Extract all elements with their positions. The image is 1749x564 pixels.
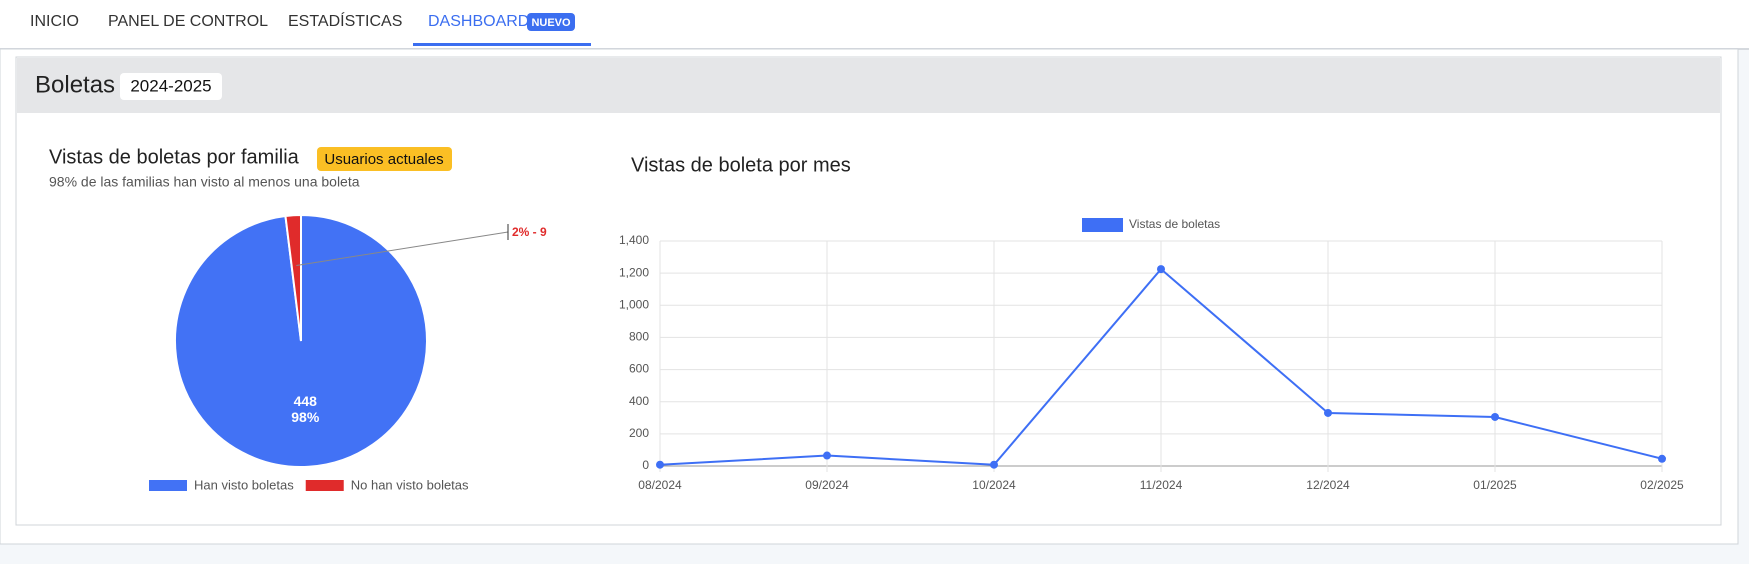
nav-item[interactable]: PANEL DE CONTROL	[108, 13, 268, 30]
y-tick-label: 0	[642, 458, 649, 472]
x-tick-label: 10/2024	[972, 478, 1016, 492]
nav-badge: NUEVO	[531, 17, 571, 29]
pie-badge-bg	[317, 147, 452, 171]
line-title: Vistas de boleta por mes	[631, 154, 851, 176]
x-tick-label: 08/2024	[638, 478, 682, 492]
nav: INICIO PANEL DE CONTROL ESTADÍSTICAS DAS…	[30, 11, 529, 30]
y-tick-label: 1,000	[619, 297, 649, 311]
pie-value-label: 448	[294, 393, 318, 409]
pie-callout-label: 2% - 9	[512, 225, 547, 239]
data-point	[1157, 265, 1165, 274]
callout-line	[296, 231, 509, 267]
data-point	[656, 460, 664, 469]
x-tick-label: 12/2024	[1306, 478, 1350, 492]
data-point	[1324, 408, 1332, 417]
legend-label: Han visto boletas	[194, 477, 294, 492]
x-tick-label: 02/2025	[1640, 478, 1684, 492]
nav-bar	[0, 0, 1749, 49]
pie-value-label: 98%	[291, 409, 320, 425]
card-badge: 2024-2025	[130, 76, 211, 95]
legend-swatch	[305, 480, 344, 491]
data-point	[823, 451, 831, 460]
card-header	[17, 58, 1720, 113]
x-tick-label: 09/2024	[805, 478, 849, 492]
x-tick-label: 01/2025	[1473, 478, 1517, 492]
data-point	[1491, 412, 1499, 421]
data-point	[1658, 454, 1666, 463]
y-tick-label: 800	[629, 330, 649, 344]
y-tick-label: 1,400	[619, 233, 649, 247]
legend-label: No han visto boletas	[351, 477, 469, 492]
legend-label: Vistas de boletas	[1129, 217, 1220, 231]
pie-badge: Usuarios actuales	[324, 151, 443, 168]
data-point	[990, 460, 998, 469]
pie-title: Vistas de boletas por familia	[49, 146, 300, 168]
y-tick-label: 200	[629, 426, 649, 440]
card-title: Boletas	[35, 71, 115, 98]
legend-swatch	[1082, 218, 1123, 232]
y-tick-label: 600	[629, 362, 649, 376]
legend-swatch	[149, 480, 187, 491]
active-tab-underline	[413, 43, 591, 46]
card-badge-bg	[120, 73, 222, 100]
nav-item[interactable]: ESTADÍSTICAS	[288, 11, 402, 30]
nav-item[interactable]: DASHBOARD	[428, 13, 529, 30]
nav-item[interactable]: INICIO	[30, 13, 79, 30]
pie-slice	[284, 213, 302, 342]
pie-subtitle: 98% de las familias han visto al menos u…	[49, 174, 360, 190]
y-tick-label: 400	[629, 394, 649, 408]
x-tick-label: 11/2024	[1140, 478, 1183, 492]
y-tick-label: 1,200	[619, 265, 649, 279]
nav-badge-bg	[527, 13, 575, 31]
